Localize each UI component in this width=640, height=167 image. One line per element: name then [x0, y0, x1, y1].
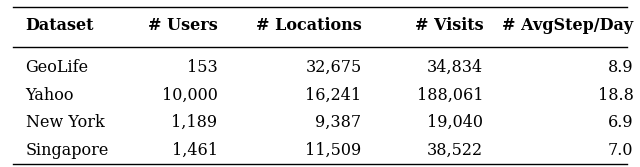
Text: 6.9: 6.9	[608, 114, 634, 131]
Text: 34,834: 34,834	[427, 59, 483, 76]
Text: Dataset: Dataset	[26, 17, 94, 34]
Text: 38,522: 38,522	[427, 142, 483, 159]
Text: 153: 153	[187, 59, 218, 76]
Text: 16,241: 16,241	[305, 87, 362, 104]
Text: New York: New York	[26, 114, 104, 131]
Text: 18.8: 18.8	[598, 87, 634, 104]
Text: Yahoo: Yahoo	[26, 87, 74, 104]
Text: 1,461: 1,461	[172, 142, 218, 159]
Text: 8.9: 8.9	[608, 59, 634, 76]
Text: 10,000: 10,000	[162, 87, 218, 104]
Text: Singapore: Singapore	[26, 142, 109, 159]
Text: 9,387: 9,387	[316, 114, 362, 131]
Text: 32,675: 32,675	[305, 59, 362, 76]
Text: 7.0: 7.0	[608, 142, 634, 159]
Text: 1,189: 1,189	[172, 114, 218, 131]
Text: GeoLife: GeoLife	[26, 59, 89, 76]
Text: # AvgStep/Day: # AvgStep/Day	[502, 17, 634, 34]
Text: # Visits: # Visits	[415, 17, 483, 34]
Text: # Locations: # Locations	[256, 17, 362, 34]
Text: 11,509: 11,509	[305, 142, 362, 159]
Text: 19,040: 19,040	[428, 114, 483, 131]
Text: 188,061: 188,061	[417, 87, 483, 104]
Text: # Users: # Users	[148, 17, 218, 34]
